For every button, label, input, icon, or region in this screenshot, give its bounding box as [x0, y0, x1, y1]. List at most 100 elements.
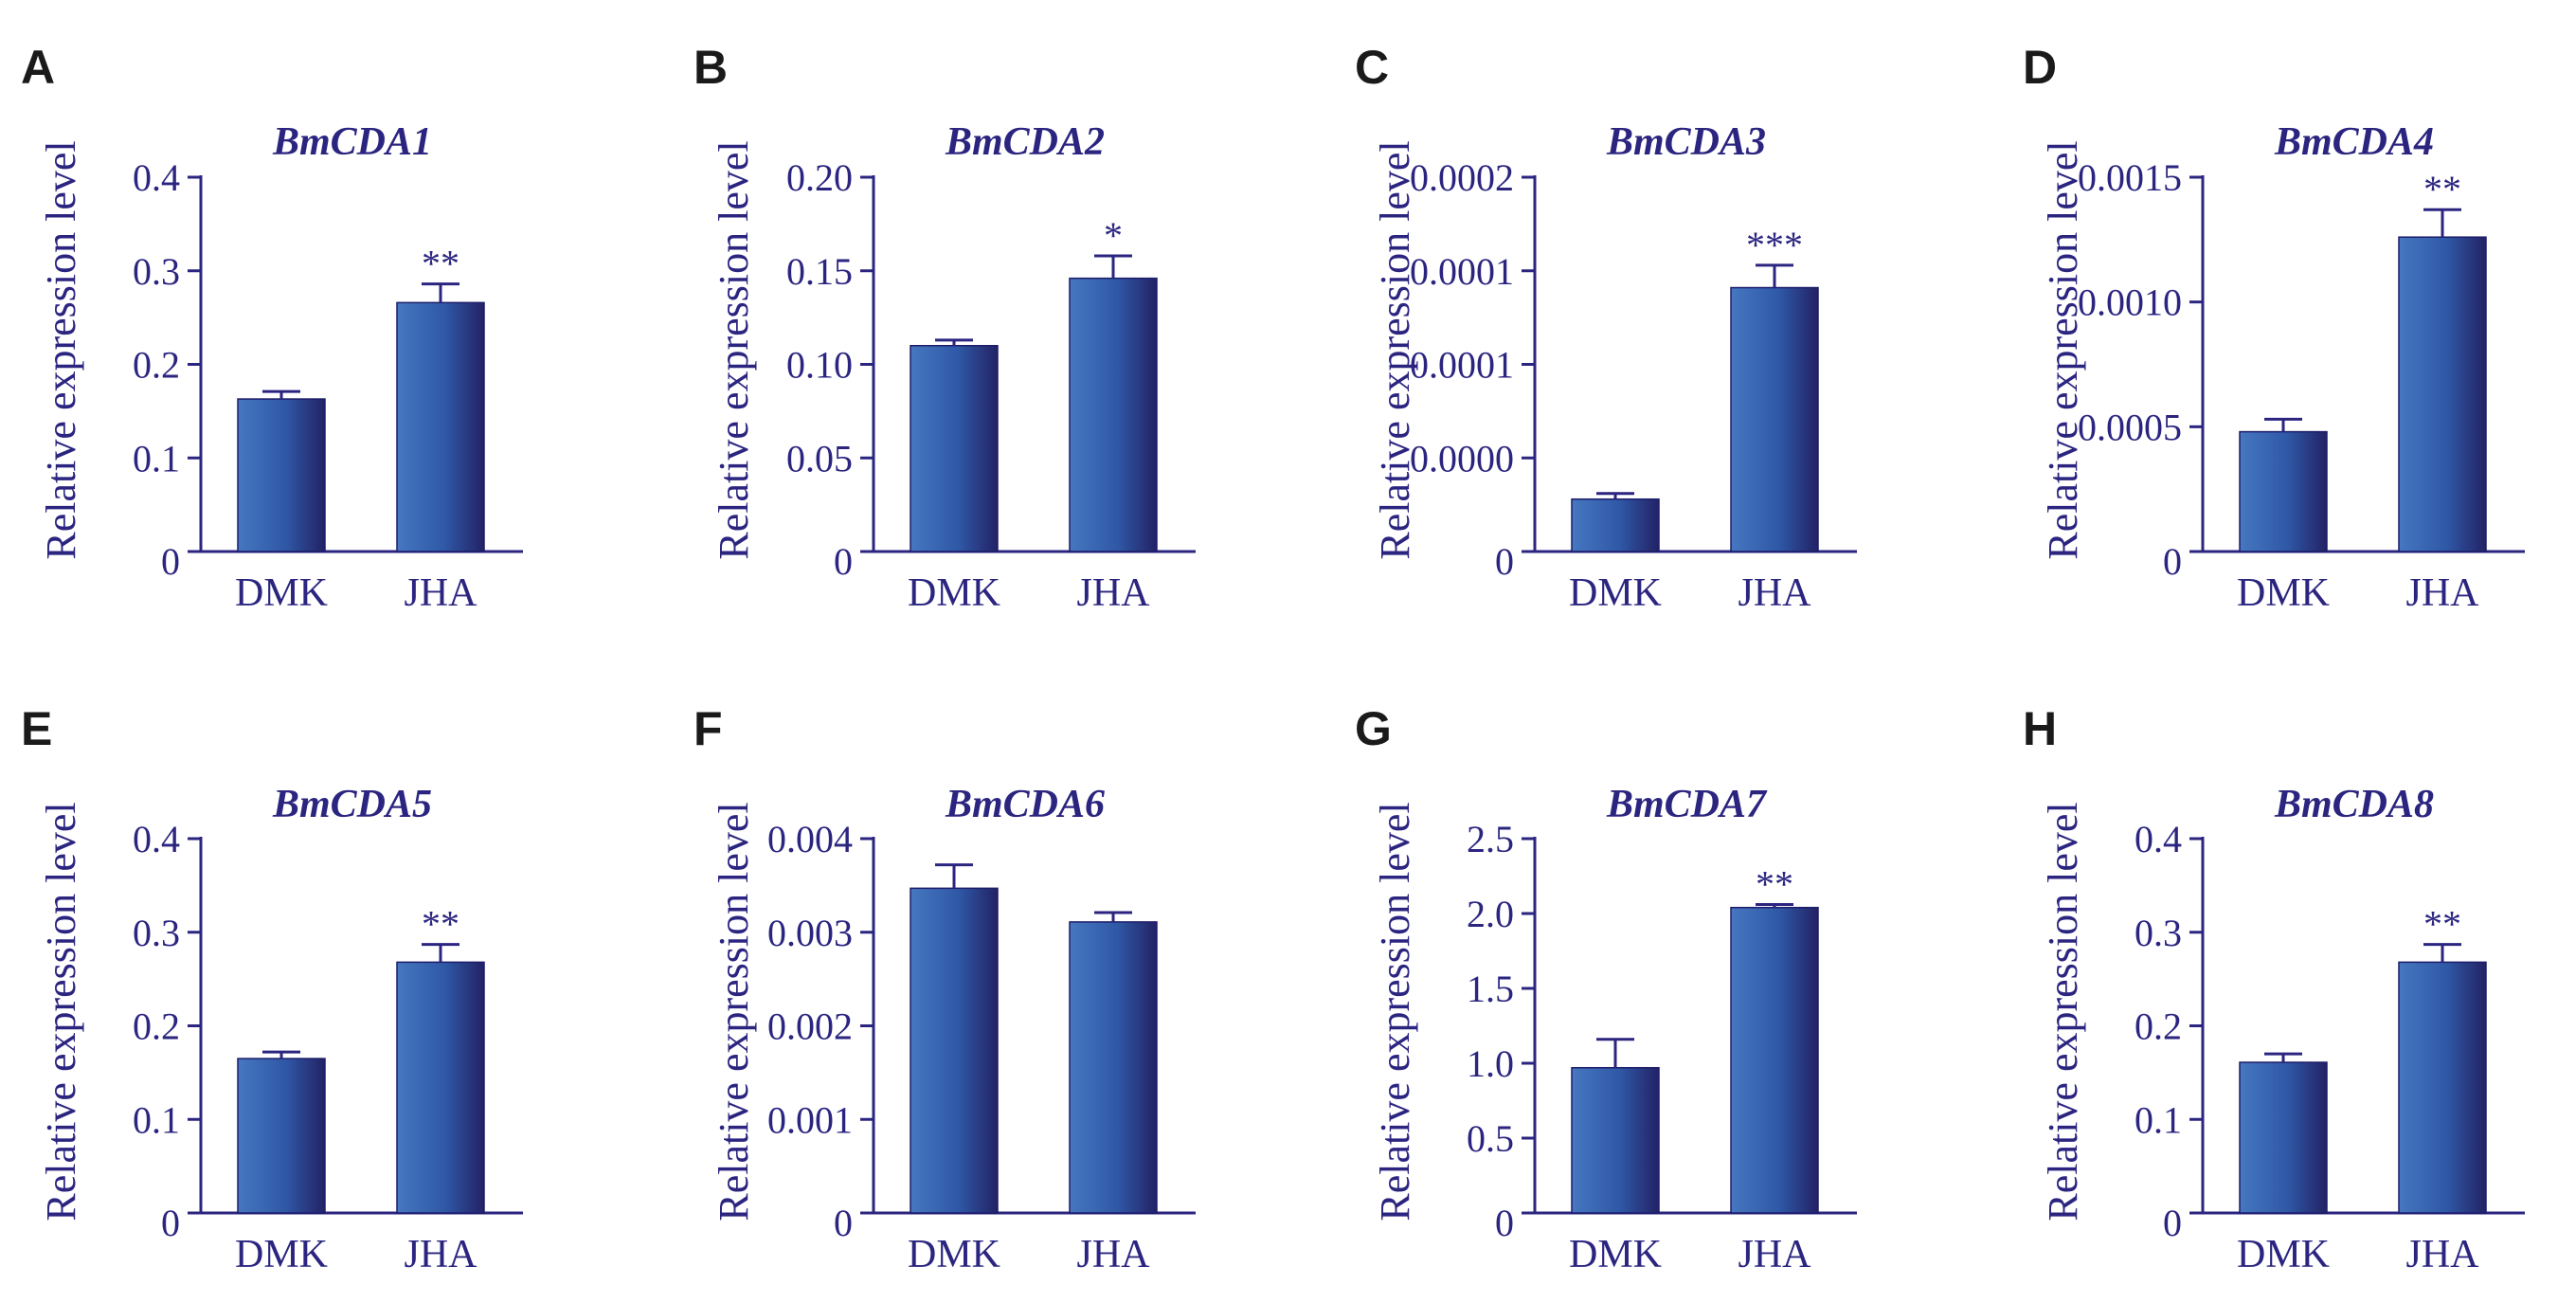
- y-tick-label-c: 0.0002: [1410, 156, 1514, 199]
- y-tick-label-d: 0.0005: [2078, 406, 2182, 448]
- y-axis-label-c: Relative expression level: [1372, 140, 1418, 559]
- y-tick-label-g: 1.0: [1467, 1042, 1514, 1085]
- x-category-label-c: JHA: [1738, 571, 1811, 615]
- y-tick-label-h: 0.4: [2135, 818, 2182, 860]
- y-tick-label-h: 0: [2163, 1202, 2182, 1244]
- significance-marker-g: **: [1756, 863, 1793, 906]
- y-tick-label-g: 0.5: [1467, 1117, 1514, 1160]
- y-tick-label-a: 0.4: [133, 156, 180, 199]
- error-bar-e-jha: [422, 943, 459, 963]
- error-bar-c-jha: [1756, 263, 1793, 288]
- bar-f-jha: [1069, 921, 1158, 1214]
- error-bar-b-jha: [1094, 254, 1132, 279]
- significance-marker-b: *: [1104, 214, 1123, 257]
- y-tick-label-f: 0.004: [767, 818, 853, 860]
- bar-h-jha: [2398, 961, 2487, 1214]
- error-bar-g-dmk: [1596, 1038, 1634, 1068]
- y-axis-label-g: Relative expression level: [1372, 802, 1418, 1221]
- error-bar-e-dmk: [262, 1050, 300, 1059]
- bar-g-dmk: [1571, 1066, 1660, 1214]
- y-tick-label-h: 0.2: [2135, 1005, 2182, 1048]
- y-tick-label-a: 0: [161, 540, 180, 583]
- y-tick-label-f: 0.003: [767, 912, 853, 954]
- y-axis-label-a: Relative expression level: [38, 140, 84, 559]
- x-category-label-a: DMK: [235, 571, 328, 615]
- y-tick-label-e: 0.3: [133, 912, 180, 954]
- x-category-label-e: JHA: [404, 1233, 477, 1276]
- chart-title-f: BmCDA6: [945, 783, 1105, 826]
- x-category-label-f: DMK: [908, 1233, 1000, 1276]
- y-tick-label-h: 0.3: [2135, 912, 2182, 954]
- y-axis-label-h: Relative expression level: [2040, 802, 2086, 1221]
- y-tick-label-a: 0.1: [133, 437, 180, 480]
- y-tick-label-d: 0.0010: [2078, 281, 2182, 324]
- x-category-label-e: DMK: [235, 1233, 328, 1276]
- y-tick-label-d: 0: [2163, 540, 2182, 583]
- bar-e-dmk: [237, 1058, 326, 1214]
- chart-title-h: BmCDA8: [2274, 783, 2434, 826]
- x-category-label-c: DMK: [1569, 571, 1662, 615]
- chart-panel-d: D BmCDA4 Relative expression level 0 0.0005 0…: [2023, 41, 2525, 615]
- chart-title-b: BmCDA2: [945, 120, 1105, 164]
- panel-letter-c: C: [1355, 41, 1389, 94]
- bar-f-dmk: [910, 887, 999, 1214]
- x-category-label-g: JHA: [1738, 1233, 1811, 1276]
- error-bar-h-dmk: [2264, 1052, 2302, 1063]
- y-tick-label-g: 2.0: [1467, 893, 1514, 935]
- y-tick-label-f: 0: [834, 1202, 853, 1244]
- y-tick-label-a: 0.2: [133, 344, 180, 387]
- error-bar-b-dmk: [935, 338, 973, 346]
- x-category-label-g: DMK: [1569, 1233, 1662, 1276]
- significance-marker-a: **: [422, 243, 459, 285]
- significance-marker-h: **: [2423, 903, 2461, 946]
- bar-a-jha: [396, 301, 485, 552]
- y-tick-label-e: 0: [161, 1202, 180, 1244]
- y-tick-label-c: 0.0001: [1410, 344, 1514, 387]
- chart-title-c: BmCDA3: [1606, 120, 1766, 164]
- y-axis-label-f: Relative expression level: [711, 802, 757, 1221]
- chart-panel-h: H BmCDA8 Relative expression level 0 0.1 0.2 0…: [2023, 702, 2525, 1276]
- y-tick-label-b: 0.15: [786, 250, 853, 293]
- y-tick-label-g: 2.5: [1467, 818, 1514, 860]
- y-tick-label-b: 0.05: [786, 437, 853, 480]
- chart-title-a: BmCDA1: [272, 120, 432, 164]
- chart-panel-b: B BmCDA2 Relative expression level 0 0.05 0.1…: [694, 41, 1196, 615]
- y-axis-label-b: Relative expression level: [711, 140, 757, 559]
- bar-a-dmk: [237, 398, 326, 552]
- chart-panel-f: F BmCDA6 Relative expression level 0 0.001 0.…: [694, 702, 1196, 1276]
- y-tick-label-c: 0: [1495, 540, 1514, 583]
- y-tick-label-g: 0: [1495, 1202, 1514, 1244]
- y-axis-label-e: Relative expression level: [38, 802, 84, 1221]
- significance-marker-e: **: [422, 903, 459, 946]
- panel-letter-a: A: [21, 41, 55, 94]
- y-tick-label-a: 0.3: [133, 250, 180, 293]
- chart-panel-c: C BmCDA3 Relative expression level 0 0.0000 0…: [1355, 41, 1857, 615]
- y-tick-label-h: 0.1: [2135, 1098, 2182, 1141]
- panel-letter-f: F: [694, 702, 723, 755]
- x-category-label-f: JHA: [1076, 1233, 1150, 1276]
- error-bar-h-jha: [2423, 943, 2461, 963]
- y-tick-label-b: 0.10: [786, 344, 853, 387]
- chart-panel-e: E BmCDA5 Relative expression level 0 0.1 0.2 0…: [21, 702, 523, 1276]
- x-category-label-b: DMK: [908, 571, 1000, 615]
- panel-letter-e: E: [21, 702, 52, 755]
- error-bar-f-jha: [1094, 911, 1132, 922]
- y-tick-label-g: 1.5: [1467, 968, 1514, 1010]
- bar-b-jha: [1069, 277, 1158, 552]
- x-category-label-h: DMK: [2237, 1233, 2330, 1276]
- chart-panel-a: A BmCDA1 Relative expression level 0 0.1 0.2 0…: [21, 41, 523, 615]
- error-bar-d-dmk: [2264, 417, 2302, 432]
- y-tick-label-b: 0.20: [786, 156, 853, 199]
- y-tick-label-d: 0.0015: [2078, 156, 2182, 199]
- y-tick-label-c: 0.0001: [1410, 250, 1514, 293]
- error-bar-d-jha: [2423, 208, 2461, 238]
- y-tick-label-e: 0.1: [133, 1098, 180, 1141]
- bar-c-dmk: [1571, 498, 1660, 552]
- chart-title-d: BmCDA4: [2274, 120, 2434, 164]
- bar-g-jha: [1730, 906, 1819, 1214]
- panel-letter-h: H: [2023, 702, 2057, 755]
- y-tick-label-f: 0.002: [767, 1005, 853, 1048]
- significance-marker-d: **: [2423, 168, 2461, 210]
- bar-b-dmk: [910, 345, 999, 552]
